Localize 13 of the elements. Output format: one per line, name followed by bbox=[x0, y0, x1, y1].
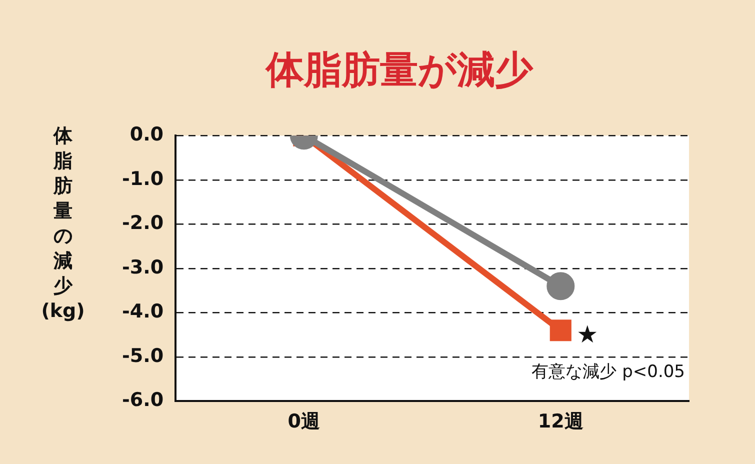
annotation: ★ bbox=[576, 320, 598, 349]
y-tick-label: -1.0 bbox=[122, 168, 164, 190]
y-tick-label: -6.0 bbox=[122, 389, 164, 412]
annotation: 有意な減少 p<0.05 bbox=[532, 362, 685, 382]
chart-title: 体脂肪量が減少 bbox=[264, 48, 534, 92]
y-tick-label: -5.0 bbox=[122, 344, 164, 367]
y-tick-label: -3.0 bbox=[122, 256, 164, 278]
x-tick-label: 12週 bbox=[538, 410, 584, 433]
y-axis-title: 体脂肪量の減少(kg) bbox=[40, 124, 86, 324]
y-tick-label: 0.0 bbox=[130, 124, 164, 146]
x-tick-label: 0週 bbox=[288, 410, 320, 433]
y-tick-label: -2.0 bbox=[122, 212, 164, 234]
y-tick-label: -4.0 bbox=[122, 300, 164, 323]
